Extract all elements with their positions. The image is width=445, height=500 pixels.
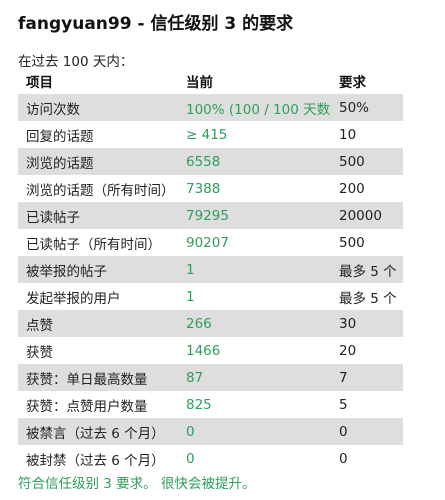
row-required: 10 <box>339 126 357 143</box>
row-item: 访问次数 <box>18 94 178 121</box>
row-current: 79295 <box>178 202 331 229</box>
header-item: 项目 <box>26 75 53 91</box>
row-current: 825 <box>186 396 212 413</box>
row-item: 获赞 <box>26 344 53 361</box>
row-required: 7 <box>331 364 403 391</box>
row-item: 回复的话题 <box>26 128 94 145</box>
table-row: 浏览的话题（所有时间） 7388 200 <box>18 175 403 202</box>
row-current: 266 <box>178 310 331 337</box>
table-row: 被禁言（过去 6 个月） 0 0 <box>18 418 403 445</box>
row-item: 被封禁（过去 6 个月） <box>26 452 165 469</box>
row-required: 200 <box>339 180 365 197</box>
row-current: ≥ 415 <box>186 126 228 143</box>
header-required: 要求 <box>339 75 366 91</box>
row-required: 20000 <box>331 202 403 229</box>
table-row: 获赞：点赞用户数量 825 5 <box>18 391 403 418</box>
row-item: 发起举报的用户 <box>26 290 121 307</box>
row-current: 6558 <box>178 148 331 175</box>
row-current: 1466 <box>186 342 221 359</box>
row-item: 获赞：单日最高数量 <box>18 364 178 391</box>
table-row: 点赞 266 30 <box>18 310 403 337</box>
row-item: 浏览的话题（所有时间） <box>26 182 175 199</box>
row-current: 1 <box>186 288 195 305</box>
period-subtitle: 在过去 100 天内： <box>18 54 134 70</box>
row-required: 0 <box>339 450 348 467</box>
row-current: 87 <box>178 364 331 391</box>
row-item: 已读帖子 <box>18 202 178 229</box>
page-title: fangyuan99 - 信任级别 3 的要求 <box>18 14 294 34</box>
row-current: 0 <box>186 450 195 467</box>
row-item: 浏览的话题 <box>18 148 178 175</box>
row-item: 被举报的帖子 <box>18 256 178 283</box>
row-required: 500 <box>339 234 365 251</box>
row-current: 90207 <box>186 234 229 251</box>
row-current: 0 <box>178 418 331 445</box>
table-row: 被举报的帖子 1 最多 5 个 <box>18 256 403 283</box>
table-row: 被封禁（过去 6 个月） 0 0 <box>18 445 403 472</box>
row-current: 7388 <box>186 180 221 197</box>
table-row: 访问次数 100% (100 / 100 天数) 50% <box>18 94 403 121</box>
row-item: 获赞：点赞用户数量 <box>26 398 148 415</box>
row-current: 100% (100 / 100 天数) <box>178 94 331 121</box>
requirements-table: 项目 当前 要求 访问次数 100% (100 / 100 天数) 50% 回复… <box>18 68 403 472</box>
row-item: 被禁言（过去 6 个月） <box>18 418 178 445</box>
table-row: 回复的话题 ≥ 415 10 <box>18 121 403 148</box>
table-header-row: 项目 当前 要求 <box>18 68 403 94</box>
header-current: 当前 <box>186 75 213 91</box>
row-required: 5 <box>339 396 348 413</box>
row-required: 20 <box>339 342 357 359</box>
row-item: 点赞 <box>18 310 178 337</box>
row-current: 1 <box>178 256 331 283</box>
table-row: 已读帖子 79295 20000 <box>18 202 403 229</box>
row-required: 最多 5 个 <box>339 290 397 307</box>
row-item: 已读帖子（所有时间） <box>26 236 161 253</box>
row-required: 500 <box>331 148 403 175</box>
table-row: 获赞 1466 20 <box>18 337 403 364</box>
row-required: 50% <box>331 94 403 121</box>
table-row: 获赞：单日最高数量 87 7 <box>18 364 403 391</box>
row-required: 最多 5 个 <box>331 256 403 283</box>
table-row: 浏览的话题 6558 500 <box>18 148 403 175</box>
row-required: 0 <box>331 418 403 445</box>
promotion-status-message: 符合信任级别 3 要求。 很快会被提升。 <box>18 476 256 492</box>
table-row: 发起举报的用户 1 最多 5 个 <box>18 283 403 310</box>
row-required: 30 <box>331 310 403 337</box>
table-row: 已读帖子（所有时间） 90207 500 <box>18 229 403 256</box>
